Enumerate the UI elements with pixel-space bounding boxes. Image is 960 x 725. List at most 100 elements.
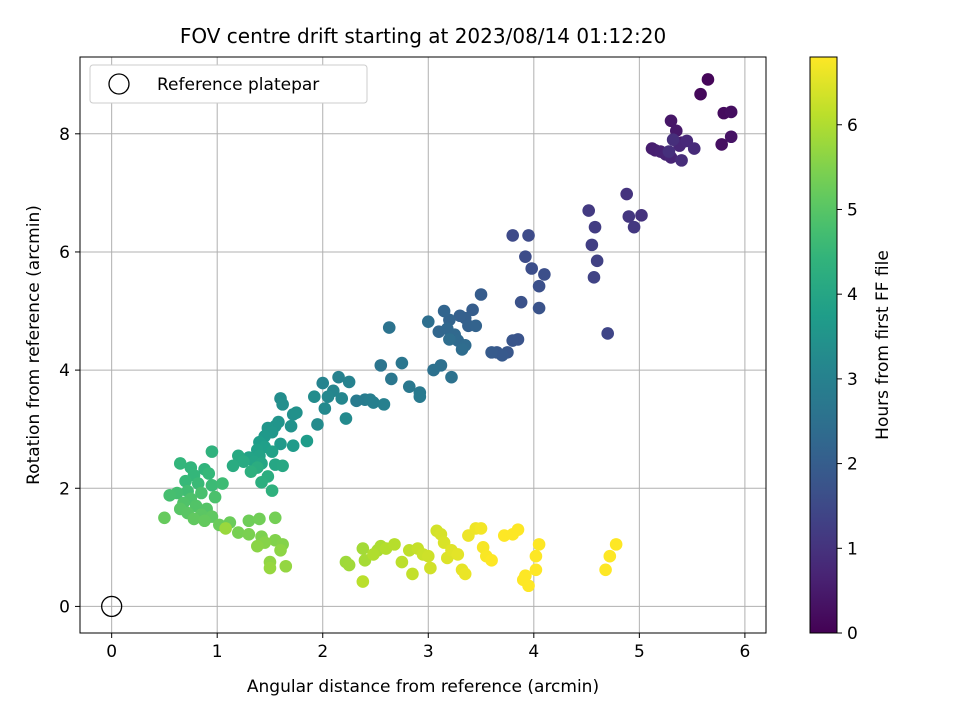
x-tick-label: 1 [212, 642, 223, 662]
data-point [453, 309, 467, 323]
data-point [402, 380, 416, 393]
x-tick-label: 5 [634, 642, 645, 662]
data-point [388, 538, 401, 551]
data-point [511, 523, 525, 536]
data-point [724, 105, 738, 119]
data-point [307, 390, 321, 403]
colorbar-tick-label: 3 [847, 370, 858, 390]
data-point [609, 538, 623, 551]
colorbar-tick-label: 4 [847, 285, 858, 305]
data-point [424, 561, 437, 575]
data-point [216, 477, 229, 490]
chart-title: FOV centre drift starting at 2023/08/14 … [180, 24, 666, 48]
legend: Reference platepar [89, 64, 368, 104]
data-point [635, 209, 648, 222]
data-point [474, 522, 488, 535]
x-tick-label: 4 [528, 642, 539, 662]
data-point [316, 376, 330, 390]
data-point [587, 271, 601, 284]
data-point [198, 514, 211, 528]
plot-frame [79, 56, 767, 634]
data-point [290, 406, 303, 419]
data-point [620, 187, 633, 201]
data-point [356, 575, 370, 588]
data-point [427, 363, 440, 377]
colorbar-label: Hours from first FF file [873, 250, 893, 440]
data-point [519, 250, 532, 263]
data-point [187, 512, 201, 526]
data-point [268, 511, 282, 525]
data-point [318, 402, 332, 415]
data-point [532, 301, 546, 315]
data-point [237, 455, 250, 468]
data-point [406, 567, 419, 581]
x-tick-label: 0 [106, 642, 117, 662]
data-point [495, 349, 509, 362]
data-point [255, 476, 268, 489]
colorbar-tick-label: 2 [847, 455, 858, 475]
data-point [226, 459, 240, 473]
data-point [251, 539, 264, 553]
data-point [274, 437, 287, 451]
x-tick-label: 3 [423, 642, 434, 662]
colorbar-tick-label: 1 [847, 539, 858, 559]
data-point [339, 412, 353, 425]
data-point [179, 474, 192, 488]
data-point [300, 434, 314, 448]
data-point [701, 73, 715, 86]
data-point [163, 489, 177, 502]
data-point [208, 490, 222, 504]
data-point [506, 334, 520, 347]
data-point [532, 279, 546, 293]
data-point [274, 543, 287, 557]
data-point [469, 319, 483, 333]
x-tick-label: 6 [739, 642, 750, 662]
data-point [675, 154, 688, 167]
data-point [599, 563, 612, 577]
data-point [205, 445, 219, 458]
data-point [601, 327, 614, 340]
data-point [582, 204, 595, 217]
x-axis-label: Angular distance from reference (arcmin) [247, 677, 599, 697]
x-tick-label: 2 [317, 642, 328, 662]
data-point [455, 343, 469, 356]
y-tick-label: 2 [59, 479, 70, 499]
legend-box [89, 64, 368, 104]
data-point [335, 392, 349, 405]
data-point [519, 569, 532, 582]
data-point [724, 130, 738, 144]
data-point [590, 254, 604, 268]
colorbar-tick-label: 0 [847, 624, 858, 644]
data-point [284, 419, 298, 433]
y-tick-label: 8 [59, 125, 70, 145]
data-point [529, 563, 543, 577]
y-tick-label: 0 [59, 597, 70, 617]
data-point [522, 229, 535, 242]
data-point [538, 268, 551, 281]
data-point [321, 390, 335, 403]
data-point [466, 303, 479, 317]
data-point [158, 511, 171, 525]
data-point [485, 346, 498, 359]
data-point [382, 321, 396, 334]
data-point [666, 133, 680, 147]
data-point [627, 220, 641, 234]
axes: 0 1 2 3 4 5 6 0 2 4 6 8 [59, 56, 767, 662]
data-point [253, 512, 266, 526]
legend-marker-reference [108, 73, 130, 95]
colorbar-tick-label: 5 [847, 200, 858, 220]
data-point [219, 522, 232, 535]
data-point [529, 549, 543, 563]
data-point [421, 315, 435, 328]
data-point [395, 555, 409, 569]
data-point [242, 514, 256, 528]
data-point [377, 398, 391, 411]
data-point [356, 542, 370, 555]
colorbar-gradient [809, 56, 838, 634]
data-point [443, 333, 456, 346]
data-point [276, 459, 289, 473]
data-point [276, 398, 289, 411]
data-point [342, 375, 356, 389]
data-point [265, 445, 279, 458]
